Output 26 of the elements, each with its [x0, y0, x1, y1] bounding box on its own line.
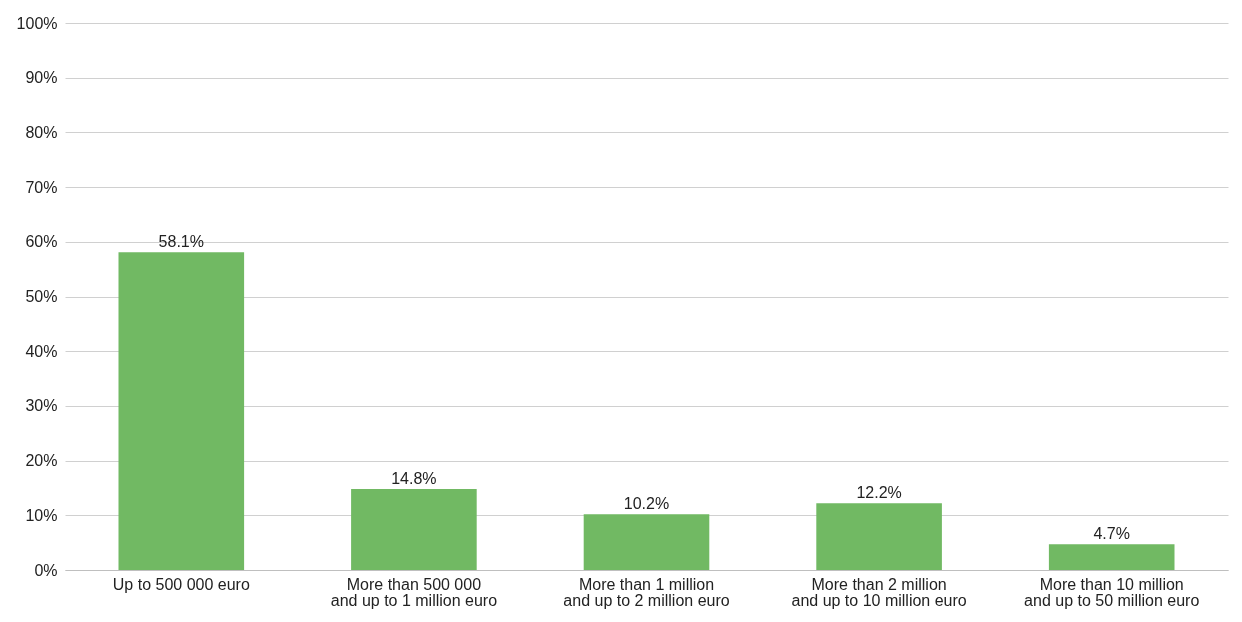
x-tick-label: More than 2 million and up to 10 million euro	[791, 575, 967, 609]
y-tick-label: 50%	[25, 288, 58, 305]
y-tick-label: 30%	[25, 397, 58, 415]
bar	[583, 514, 710, 570]
y-tick-label: 80%	[25, 123, 58, 141]
data-label: 14.8%	[391, 470, 437, 488]
x-tick-label: Up to 500 000 euro	[112, 575, 250, 593]
y-tick-label: 100%	[16, 14, 58, 32]
y-tick-label: 90%	[25, 69, 58, 87]
x-tick-label: More than 500 000 and up to 1 million euro	[330, 575, 498, 609]
bar	[351, 489, 477, 570]
y-tick-label: 70%	[25, 178, 58, 196]
bar	[118, 252, 245, 570]
y-tick-label: 10%	[25, 506, 58, 524]
data-label: 12.2%	[856, 484, 902, 502]
data-label: 10.2%	[623, 495, 670, 513]
bar	[816, 503, 942, 570]
y-tick-label: 0%	[34, 561, 58, 579]
bar	[1048, 544, 1175, 570]
data-label: 4.7%	[1093, 525, 1130, 543]
y-tick-label: 40%	[25, 342, 58, 360]
y-tick-label: 20%	[25, 452, 58, 470]
x-tick-label: More than 10 million and up to 50 million euro	[1024, 575, 1200, 609]
x-tick-label: More than 1 million and up to 2 million euro	[563, 575, 730, 609]
y-tick-label: 60%	[25, 233, 58, 251]
data-label: 58.1%	[158, 233, 204, 251]
